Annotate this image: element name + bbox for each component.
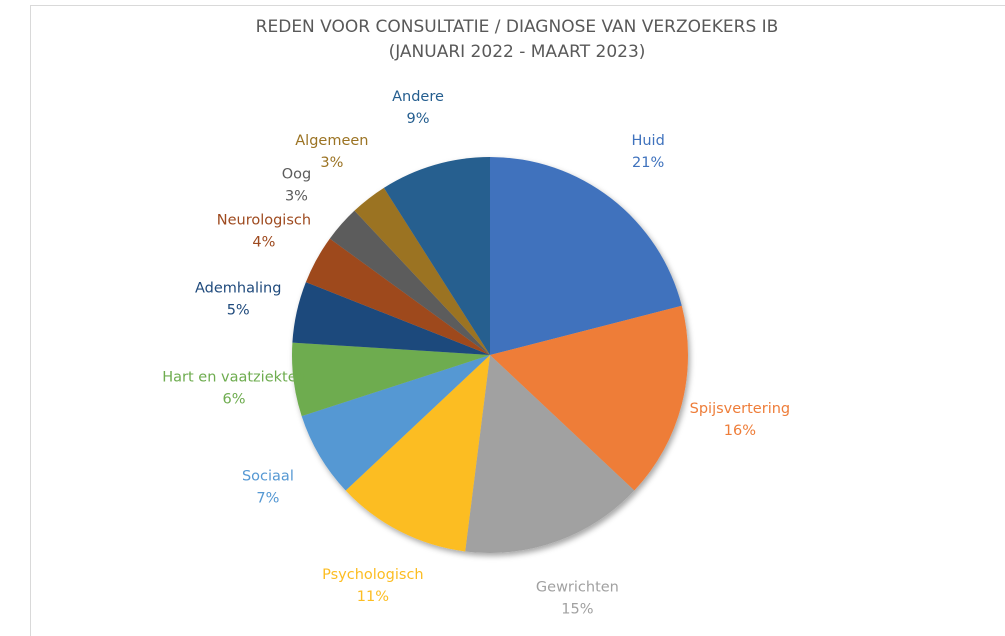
pie-slice [345, 355, 490, 552]
slice-label: Neurologisch [217, 213, 311, 229]
pie-slice [329, 210, 490, 355]
chart-title: REDEN VOOR CONSULTATIE / DIAGNOSE VAN VE… [256, 17, 779, 37]
slice-value-label: 6% [223, 391, 246, 407]
slice-label: Algemeen [295, 133, 368, 149]
slice-value-label: 21% [632, 155, 664, 171]
slice-label: Spijsvertering [690, 401, 790, 417]
slice-label: Oog [282, 166, 312, 182]
slice-value-label: 15% [561, 602, 593, 618]
pie-slice [490, 305, 688, 491]
slice-value-label: 9% [407, 111, 430, 127]
pie-slice [354, 187, 490, 355]
pie-slice [305, 238, 490, 355]
slice-label: Huid [631, 133, 664, 149]
slice-label: Hart en vaatziekten [162, 369, 306, 385]
slice-value-label: 3% [285, 188, 308, 204]
slice-label: Sociaal [242, 468, 294, 484]
pie-slice [383, 157, 490, 355]
slice-value-label: 4% [252, 235, 275, 251]
slice-label: Psychologisch [322, 567, 424, 583]
pie-slice [291, 342, 490, 417]
slice-value-label: 5% [227, 303, 250, 319]
pie-slice [292, 282, 490, 355]
pie-slice [465, 355, 635, 553]
slice-value-label: 7% [256, 490, 279, 506]
slice-label: Ademhaling [195, 281, 281, 297]
pie-slice [301, 355, 490, 491]
slice-value-label: 3% [320, 155, 343, 171]
pie [291, 157, 688, 553]
pie-slice [490, 157, 682, 355]
slice-value-label: 11% [357, 589, 389, 605]
slice-label: Gewrichten [536, 580, 619, 596]
slice-label: Andere [392, 89, 444, 105]
slice-value-label: 16% [724, 423, 756, 439]
chart-subtitle: (JANUARI 2022 - MAART 2023) [389, 42, 646, 62]
